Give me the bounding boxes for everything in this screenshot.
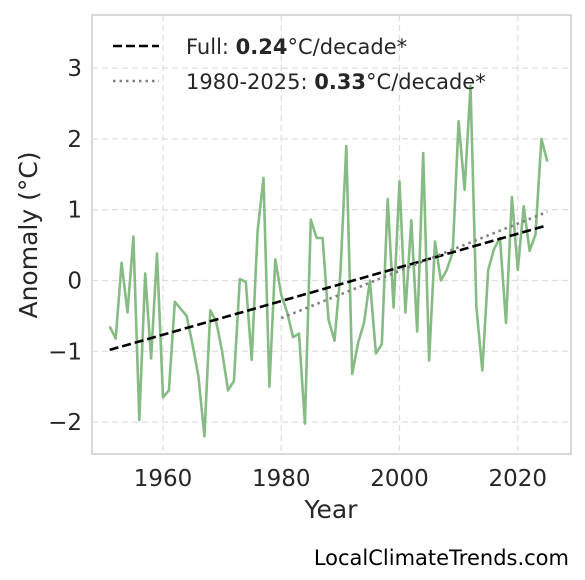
legend-full-suffix: °C/decade* <box>288 35 408 59</box>
series-layer <box>108 84 549 438</box>
legend-recent-value: 0.33 <box>314 70 366 94</box>
legend-full-value: 0.24 <box>236 35 288 59</box>
x-tick-label: 1980 <box>252 466 311 492</box>
legend-recent-label: 1980-2025: 0.33°C/decade* <box>186 70 486 94</box>
x-tick-label: 2000 <box>370 466 429 492</box>
y-tick-label: 3 <box>67 56 82 82</box>
y-ticks: −2 −1 0 1 2 3 <box>48 56 82 436</box>
x-tick-label: 1960 <box>134 466 193 492</box>
y-tick-label: 2 <box>67 127 82 153</box>
y-tick-label: 0 <box>67 269 82 295</box>
plot-area <box>91 14 572 455</box>
legend-recent-prefix: 1980-2025: <box>186 70 314 94</box>
trend-line-recent <box>280 210 548 320</box>
legend-recent-suffix: °C/decade* <box>366 70 486 94</box>
x-ticks: 1960 1980 2000 2020 <box>134 466 547 492</box>
y-tick-label: −1 <box>48 339 82 365</box>
legend-full-prefix: Full: <box>186 35 236 59</box>
y-tick-label: 1 <box>67 198 82 224</box>
legend: Full: 0.24°C/decade* 1980-2025: 0.33°C/d… <box>113 35 486 94</box>
anomaly-series-line <box>108 84 549 438</box>
legend-full-label: Full: 0.24°C/decade* <box>186 35 407 59</box>
site-credit: LocalClimateTrends.com <box>313 546 569 570</box>
y-tick-label: −2 <box>48 410 82 436</box>
y-axis-title: Anomaly (°C) <box>14 151 43 318</box>
trend-line-full <box>109 224 548 352</box>
x-axis-title: Year <box>304 495 359 524</box>
x-tick-label: 2020 <box>489 466 548 492</box>
